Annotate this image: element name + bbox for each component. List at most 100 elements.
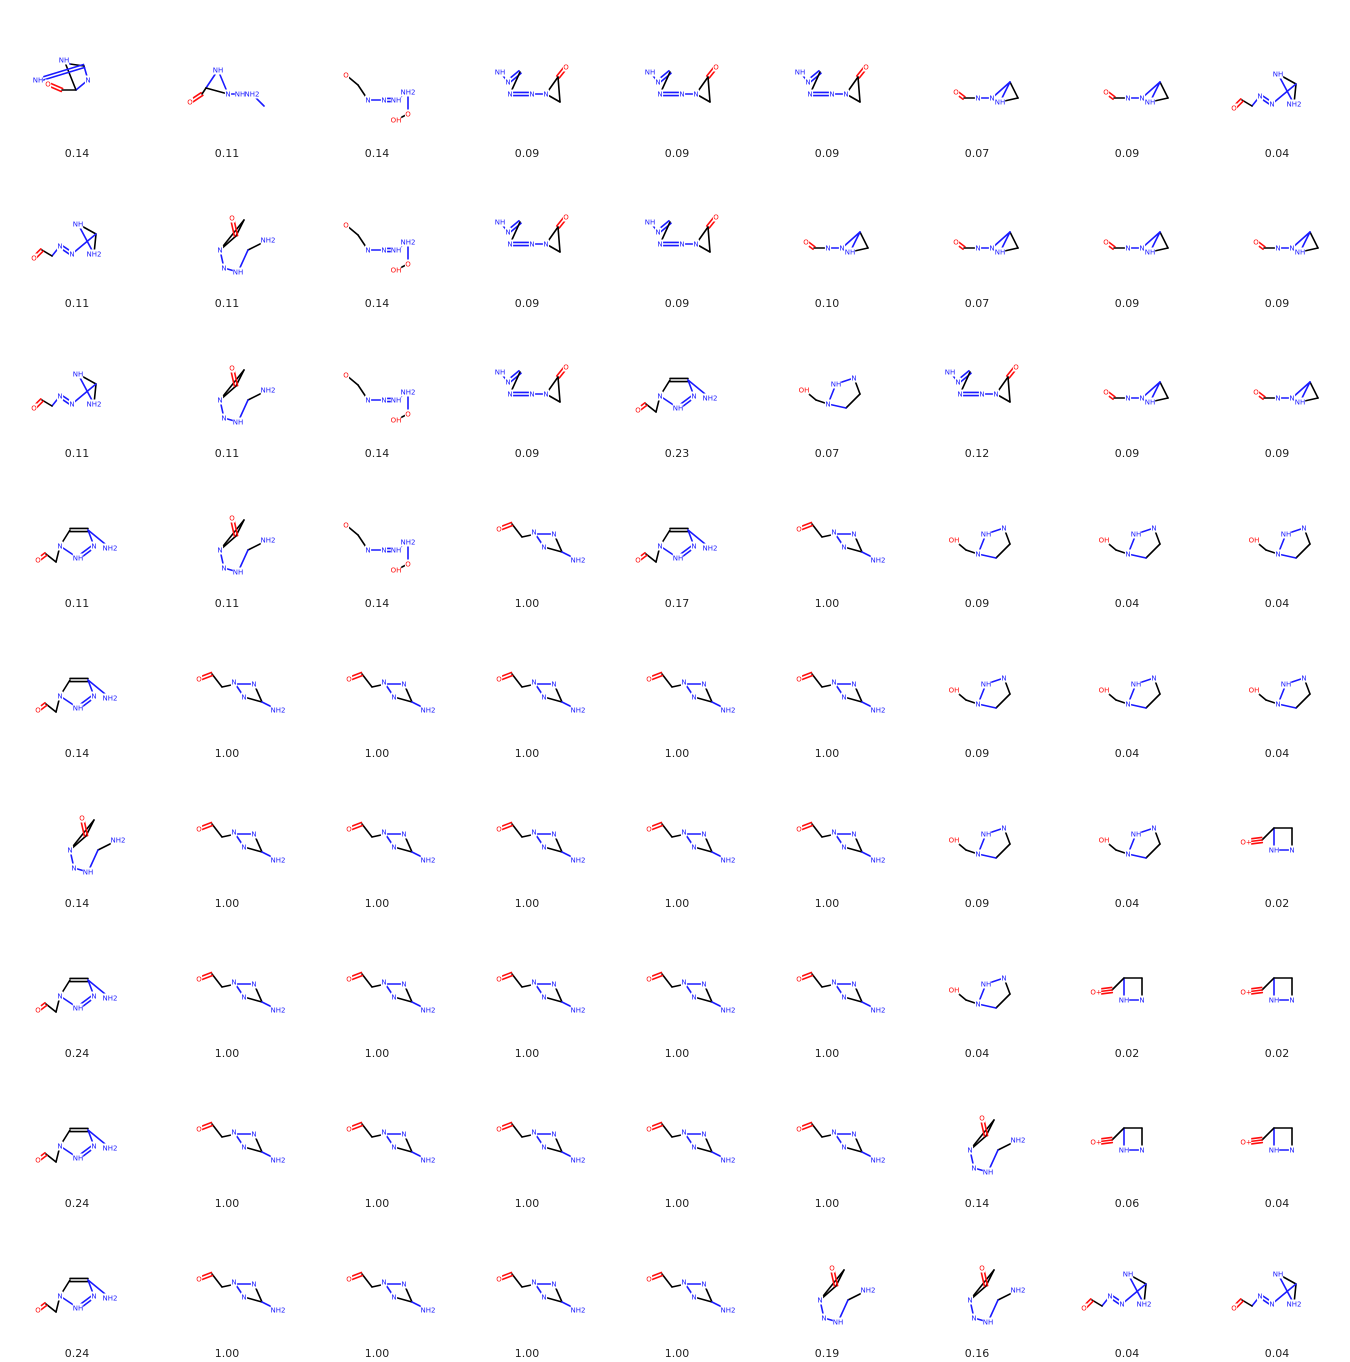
molecule-cell: NH2 NH N N O 0.14 [2,762,152,912]
atom-label: NH [1145,399,1156,407]
atom-label-background [84,75,92,85]
molecule-drawing: N NH N OH [1099,673,1161,709]
bond-line [995,543,1011,559]
similarity-score: 0.11 [64,447,90,460]
atom-label: N [231,979,236,987]
atom-label: N [391,844,396,852]
atom-label: N [841,1144,846,1152]
atom-label: OH [1099,837,1110,845]
atom-label: N [989,95,994,103]
atom-label: N [1301,525,1306,533]
atom-label-background [530,1127,538,1137]
atom-label-background [30,403,38,413]
atom-label: O [646,1126,652,1134]
atom-label-background [634,555,642,565]
atom-label-background [70,863,78,873]
atom-label: N [1301,675,1306,683]
atom-label: N [1289,1147,1294,1155]
atom-label-background [948,985,960,995]
molecule-cell: N N N O NH2 1.00 [452,762,602,912]
atom-label: N [57,993,62,1001]
atom-label-background [345,1124,353,1134]
atom-label-background [1280,679,1292,689]
atom-label: N [1257,1293,1262,1301]
atom-label: N [1001,525,1006,533]
atom-label-background [1294,397,1306,407]
molecule-cell: NH2 NH N N O 0.19 [752,1212,902,1362]
similarity-score: 0.09 [664,147,690,160]
molecule-cell: NH NH2 N N O 0.04 [1052,1212,1202,1362]
atom-label: N [91,693,96,701]
similarity-score: 1.00 [664,1347,690,1360]
atom-label: N [551,531,556,539]
atom-label: NH2 [245,91,260,99]
atom-label-background [1124,849,1132,859]
atom-label-background [828,1263,836,1273]
molecule-cell: NH N N O 0.07 [902,12,1052,162]
atom-label: O+ [1240,989,1252,997]
atom-label: O [713,214,719,222]
molecule-cell: NH N N N N O 0.09 [452,12,602,162]
atom-label: N [805,79,810,87]
atom-label: N [971,1315,976,1323]
atom-label: O [31,255,37,263]
atom-label: N [831,529,836,537]
atom-label-background [220,563,228,573]
atom-label-background [870,855,886,865]
atom-label: N [1125,551,1130,559]
atom-label: O [196,826,202,834]
atom-label-background [1240,1137,1252,1147]
atom-label-background [216,545,224,555]
atom-label: N [57,1143,62,1151]
atom-label-background [690,1142,698,1152]
atom-label-background [232,417,244,427]
atom-label-background [1300,673,1308,683]
atom-label-background [102,1143,118,1153]
atom-label-background [1274,243,1282,253]
atom-label: OH [949,987,960,995]
similarity-score: 0.09 [814,147,840,160]
atom-label: N [1125,395,1130,403]
atom-label: N [241,1144,246,1152]
molecule-drawing: N NH N OH [1099,523,1161,559]
atom-label-background [345,674,353,684]
atom-label-background [260,535,276,545]
atom-label: NH [33,77,44,85]
atom-label: O [646,1276,652,1284]
atom-label-background [656,89,664,99]
similarity-score: 1.00 [814,597,840,610]
atom-label-background [220,263,228,273]
molecule-cell: N NH O+ 0.02 [1202,912,1350,1062]
atom-label-background [844,247,856,257]
atom-label-background [1010,1135,1026,1145]
atom-label: NH2 [421,1007,436,1015]
atom-label: NH [833,1319,844,1327]
atom-label: N [391,994,396,1002]
atom-label-background [380,245,388,255]
molecule-cell: O N N NH NH2 O OH 0.14 [302,312,452,462]
atom-label: N [975,551,980,559]
molecule-cell: N NH O+ 0.04 [1202,1062,1350,1212]
atom-label-background [980,829,992,839]
atom-label-background [102,543,118,553]
bond-line [1261,1127,1275,1141]
atom-label-background [380,1127,388,1137]
atom-label-background [56,1141,64,1151]
molecule-cell: N N N O NH2 1.00 [152,1212,302,1362]
atom-label: N [691,543,696,551]
atom-label: N [657,393,662,401]
molecule-cell: NH N N O 0.09 [1052,162,1202,312]
similarity-score: 0.09 [1264,447,1290,460]
atom-label: N [231,679,236,687]
molecule-cell: N N N O NH2 1.00 [152,612,302,762]
atom-label: NH [995,249,1006,257]
bond-line [811,673,823,688]
atom-label-background [506,389,514,399]
atom-label-background [250,679,258,689]
atom-label-background [1300,523,1308,533]
atom-label: N [251,1131,256,1139]
bond-line [205,87,229,95]
